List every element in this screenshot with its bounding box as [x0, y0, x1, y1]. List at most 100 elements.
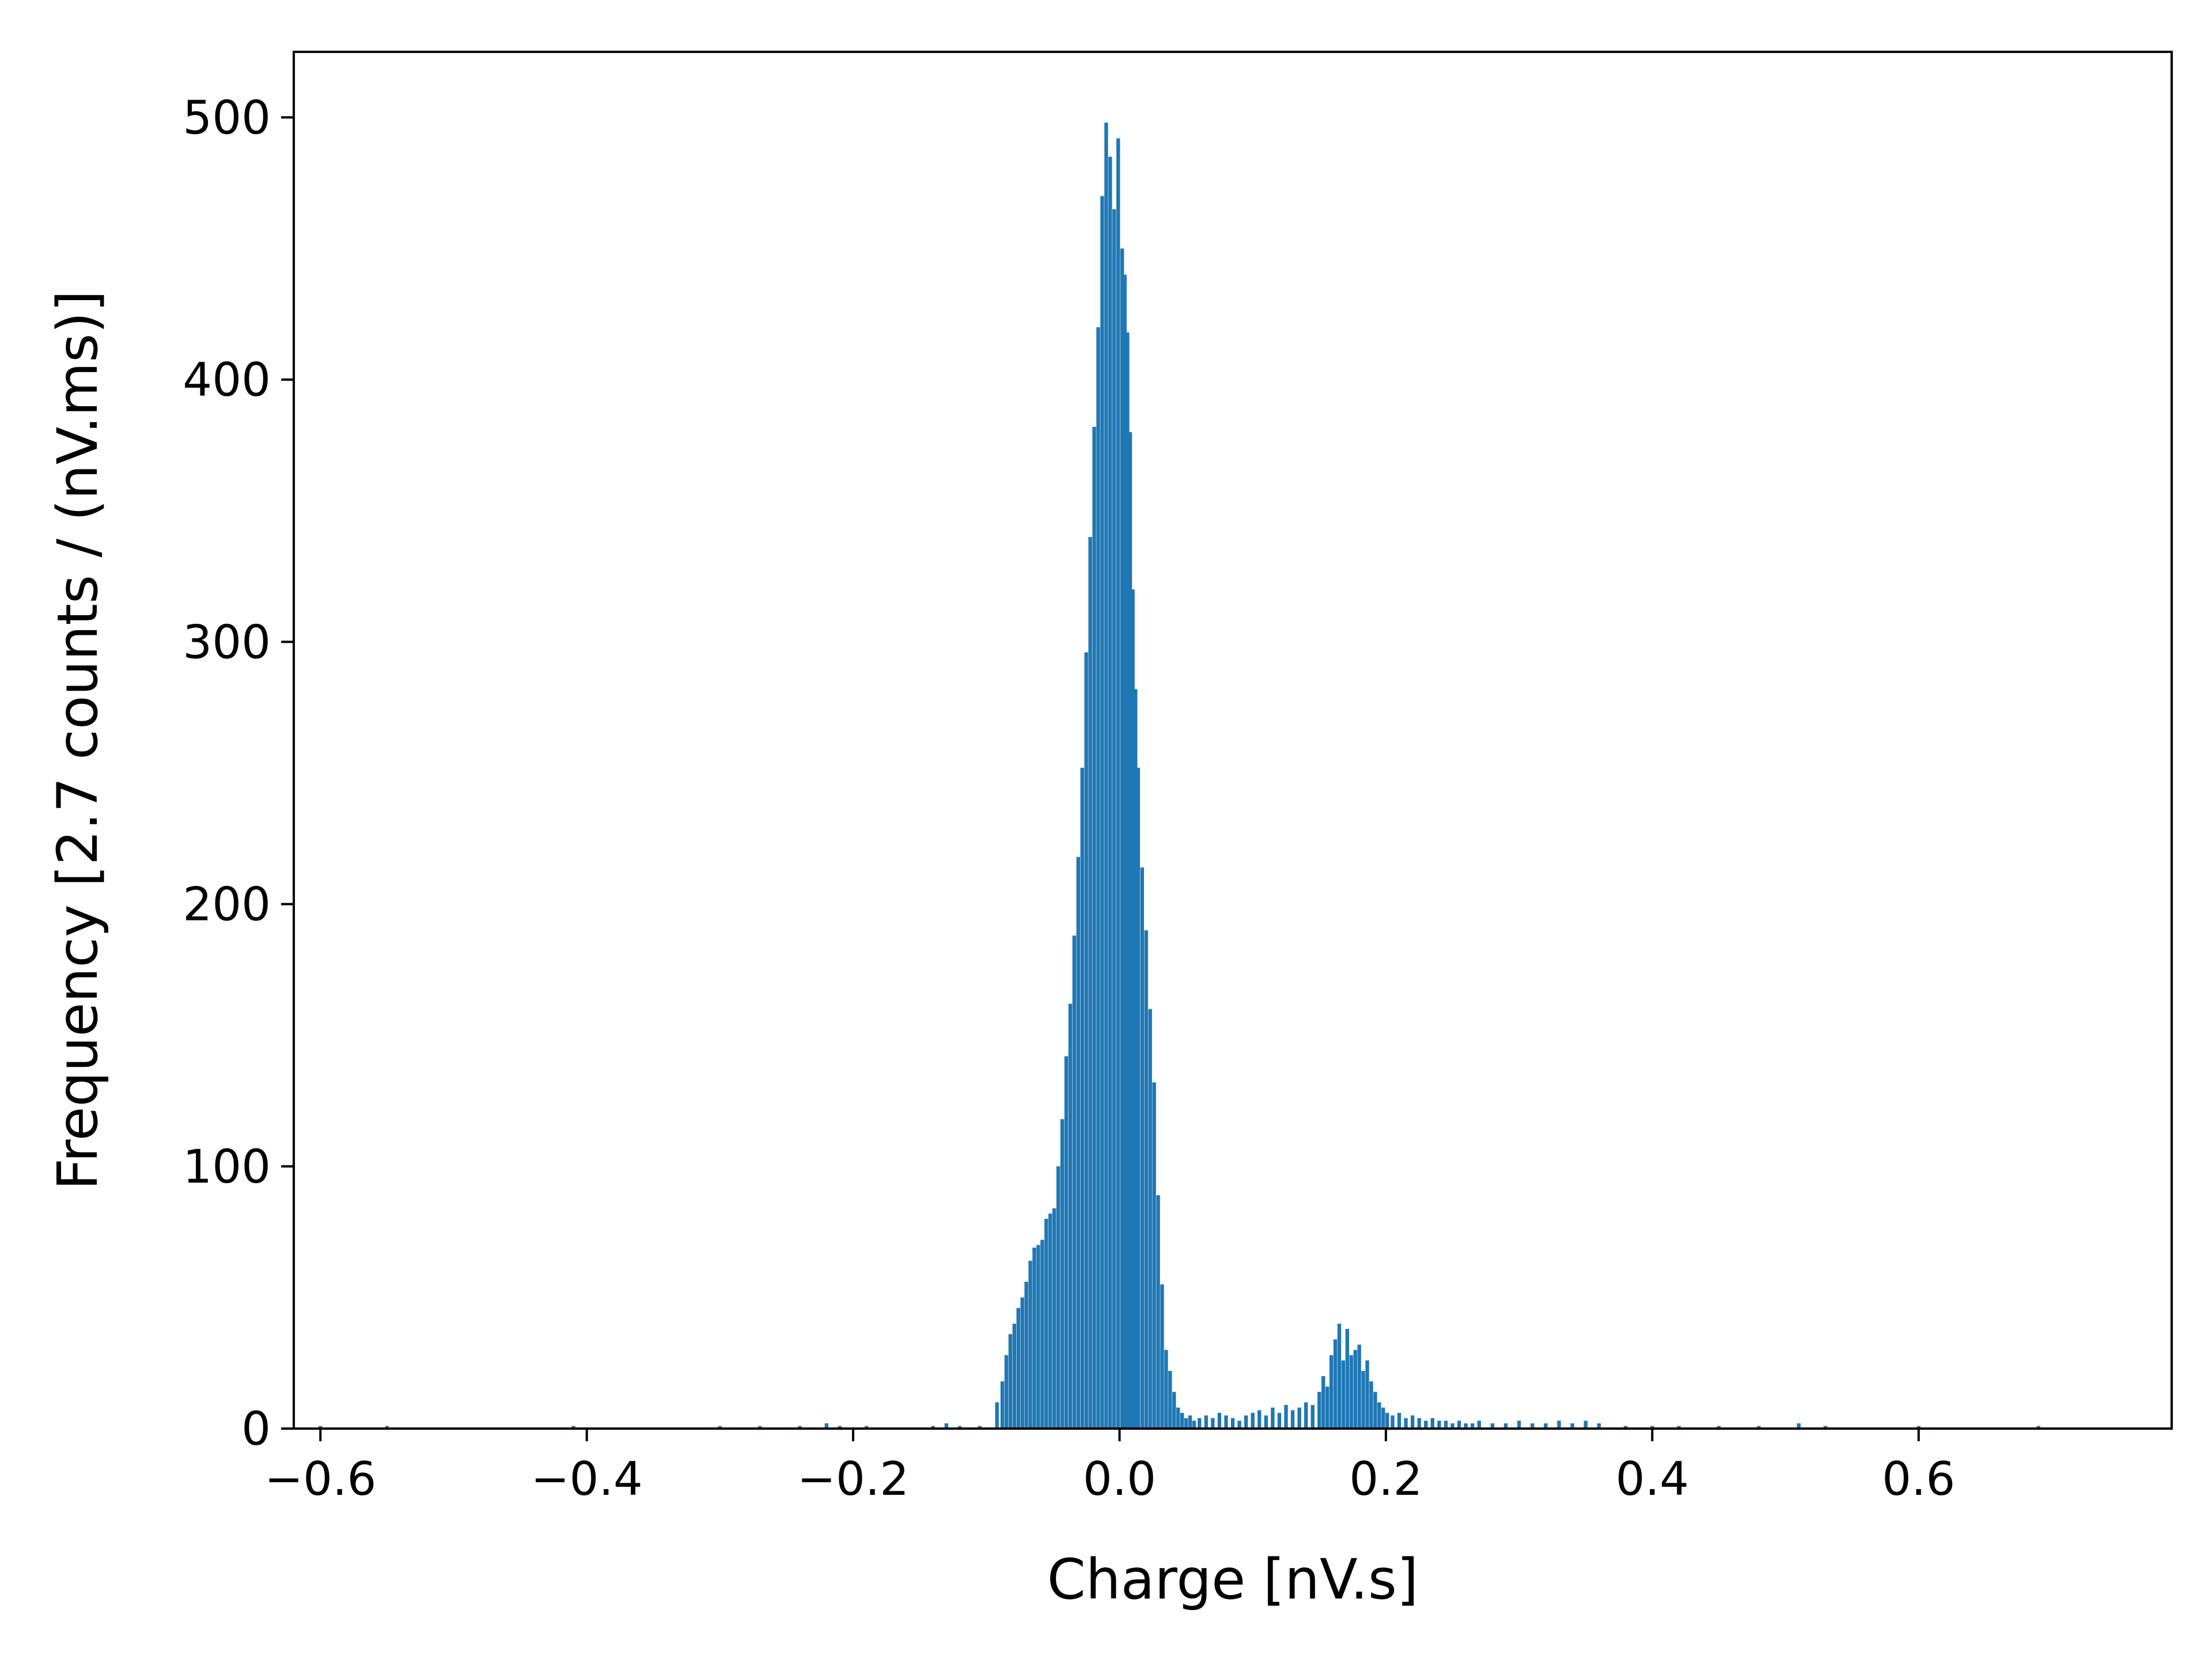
histogram-bar: [1381, 1407, 1385, 1429]
histogram-bar: [1048, 1213, 1052, 1429]
x-tick-label: −0.2: [797, 1452, 909, 1506]
histogram-bar: [1056, 1166, 1060, 1429]
histogram-bar: [1148, 1009, 1152, 1429]
histogram-bar: [1126, 332, 1130, 1429]
histogram-bar: [1477, 1421, 1481, 1429]
histogram-bar: [1397, 1412, 1402, 1429]
histogram-bar: [1557, 1421, 1561, 1429]
histogram-bar: [1000, 1381, 1005, 1429]
histogram-bar: [1172, 1392, 1176, 1429]
histogram-bar: [1123, 274, 1127, 1429]
y-axis-label: Frequency [2.7 counts / (nV.ms)]: [46, 290, 110, 1190]
histogram-bar: [931, 1426, 935, 1429]
histogram-bar: [1217, 1412, 1222, 1429]
histogram-bar: [1271, 1407, 1275, 1429]
histogram-bar: [1430, 1418, 1434, 1429]
histogram-bar: [1304, 1402, 1308, 1429]
histogram-bar: [1104, 122, 1108, 1429]
x-tick-label: 0.6: [1882, 1452, 1955, 1506]
histogram-bar: [1230, 1418, 1235, 1429]
y-tick-label: 0: [241, 1402, 271, 1456]
histogram-bar: [1108, 157, 1112, 1429]
histogram-bar: [1120, 248, 1124, 1429]
histogram-bar: [1251, 1412, 1255, 1429]
histogram-bar: [1128, 432, 1132, 1429]
histogram-bar: [1092, 426, 1096, 1429]
histogram-bar: [1116, 138, 1120, 1429]
histogram-bar: [1257, 1410, 1262, 1429]
histogram-bar: [1156, 1195, 1160, 1429]
histogram-bar: [1016, 1308, 1020, 1429]
histogram-bar: [865, 1426, 869, 1429]
histogram-bar: [1068, 1003, 1073, 1429]
histogram-bar: [1623, 1426, 1628, 1429]
histogram-bar: [1140, 867, 1144, 1429]
histogram-bar: [1144, 930, 1148, 1429]
histogram-bar: [1677, 1426, 1681, 1429]
histogram-bar: [1131, 589, 1135, 1429]
histogram-bar: [1464, 1423, 1468, 1429]
histogram-bar: [1325, 1387, 1330, 1429]
histogram-bar: [995, 1402, 999, 1429]
histogram-bar: [978, 1426, 982, 1429]
histogram-bar: [1341, 1360, 1346, 1429]
histogram-bar: [1040, 1240, 1044, 1429]
histogram-bar: [1028, 1260, 1032, 1429]
histogram-bar: [1160, 1284, 1164, 1429]
histogram-bar: [1008, 1334, 1013, 1429]
y-tick-label: 100: [183, 1140, 271, 1194]
histogram-bar: [1088, 537, 1092, 1429]
histogram-bar: [798, 1426, 802, 1429]
histogram-bar: [1198, 1418, 1202, 1429]
histogram-bar: [1437, 1421, 1441, 1429]
histogram-bar: [1036, 1245, 1040, 1429]
histogram-bar: [1377, 1402, 1381, 1429]
histogram-bar: [1204, 1415, 1208, 1429]
histogram-bar: [1650, 1426, 1654, 1429]
histogram-bar: [1470, 1423, 1475, 1429]
y-axis-ticks: 0 100 200 300 400 500: [183, 91, 294, 1456]
x-tick-label: 0.2: [1349, 1452, 1422, 1506]
histogram-bar: [1004, 1355, 1009, 1429]
histogram-bar: [1424, 1421, 1428, 1429]
histogram-bar: [1024, 1282, 1028, 1429]
histogram-bar: [1503, 1423, 1508, 1429]
histogram-bar: [1797, 1423, 1801, 1429]
histogram-bar: [1450, 1423, 1455, 1429]
histogram-bar: [1164, 1350, 1168, 1429]
histogram-bar: [1361, 1370, 1365, 1429]
histogram-bar: [1349, 1355, 1353, 1429]
histogram-bar: [1369, 1381, 1373, 1429]
histogram-bar: [1211, 1418, 1215, 1429]
histogram-bar: [1020, 1297, 1024, 1429]
histogram-bar: [1337, 1323, 1342, 1429]
histogram-bar: [1823, 1426, 1828, 1429]
x-tick-label: 0.4: [1616, 1452, 1689, 1506]
histogram-bar: [1757, 1426, 1761, 1429]
histogram-bar: [1410, 1415, 1415, 1429]
x-axis-ticks: −0.6 −0.4 −0.2 0.0 0.2 0.4 0.6: [264, 1429, 1955, 1506]
y-tick-label: 400: [183, 353, 271, 407]
histogram-bar: [1317, 1392, 1321, 1429]
histogram-bar: [1184, 1418, 1188, 1429]
x-axis-label: Charge [nV.s]: [1047, 1547, 1419, 1612]
histogram-bar: [1032, 1247, 1036, 1429]
histogram-bar: [1290, 1410, 1295, 1429]
histogram-bar: [1333, 1339, 1338, 1429]
histogram-bar: [1517, 1421, 1521, 1429]
histogram-bar: [1544, 1423, 1548, 1429]
histogram-bar: [1072, 935, 1077, 1429]
histogram-bar: [1136, 767, 1141, 1429]
histogram-bar: [718, 1426, 722, 1429]
histogram-bar: [1353, 1350, 1357, 1429]
histogram-bar: [319, 1426, 323, 1429]
histogram-bar: [1717, 1426, 1721, 1429]
histogram-bar: [1060, 1119, 1065, 1429]
histogram-bar: [1180, 1412, 1184, 1429]
histogram-bar: [1052, 1208, 1056, 1429]
histogram-bars: [319, 122, 2040, 1429]
histogram-bar: [1176, 1407, 1180, 1429]
histogram-bar: [571, 1426, 575, 1429]
histogram-bar: [944, 1423, 949, 1429]
histogram-bar: [1064, 1056, 1069, 1429]
